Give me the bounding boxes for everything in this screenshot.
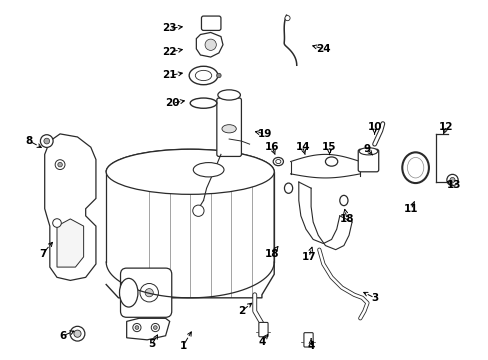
- Text: 4: 4: [307, 341, 314, 351]
- Circle shape: [192, 205, 203, 216]
- Ellipse shape: [106, 149, 274, 194]
- Ellipse shape: [402, 152, 428, 183]
- Text: 14: 14: [295, 142, 309, 152]
- Text: 13: 13: [447, 180, 461, 190]
- Text: 18: 18: [339, 214, 353, 224]
- Text: 21: 21: [162, 71, 177, 81]
- Ellipse shape: [218, 90, 240, 100]
- Ellipse shape: [339, 195, 347, 206]
- Circle shape: [285, 15, 289, 21]
- Text: 22: 22: [162, 47, 177, 57]
- Circle shape: [53, 219, 61, 227]
- Text: 2: 2: [237, 306, 244, 316]
- Circle shape: [41, 135, 53, 147]
- FancyBboxPatch shape: [258, 323, 267, 337]
- FancyBboxPatch shape: [120, 268, 171, 317]
- Polygon shape: [126, 318, 169, 340]
- Ellipse shape: [195, 70, 211, 81]
- Text: 5: 5: [148, 339, 156, 349]
- Circle shape: [153, 326, 157, 329]
- Ellipse shape: [275, 159, 280, 163]
- Text: 12: 12: [438, 122, 453, 132]
- FancyBboxPatch shape: [358, 149, 378, 172]
- Polygon shape: [57, 219, 83, 267]
- Text: 11: 11: [404, 204, 418, 214]
- Ellipse shape: [325, 157, 337, 166]
- Circle shape: [74, 330, 81, 337]
- Circle shape: [145, 289, 153, 297]
- Circle shape: [44, 138, 49, 144]
- Ellipse shape: [273, 157, 283, 166]
- FancyBboxPatch shape: [216, 98, 241, 157]
- FancyBboxPatch shape: [201, 16, 221, 30]
- Circle shape: [446, 174, 457, 186]
- Text: 9: 9: [363, 144, 370, 154]
- Text: 1: 1: [179, 341, 186, 351]
- Circle shape: [70, 326, 85, 341]
- Text: 10: 10: [366, 122, 381, 132]
- Ellipse shape: [222, 125, 236, 133]
- Text: 17: 17: [301, 252, 316, 262]
- Text: 20: 20: [165, 98, 180, 108]
- Text: 3: 3: [370, 293, 378, 303]
- Polygon shape: [196, 32, 223, 57]
- Circle shape: [133, 323, 141, 332]
- Ellipse shape: [189, 66, 218, 85]
- Text: 16: 16: [264, 142, 279, 152]
- Text: 6: 6: [60, 331, 67, 341]
- Ellipse shape: [119, 278, 138, 307]
- Text: 19: 19: [257, 129, 272, 139]
- Text: 18: 18: [264, 249, 279, 259]
- Text: 8: 8: [26, 136, 33, 146]
- Circle shape: [151, 323, 159, 332]
- Circle shape: [135, 326, 139, 329]
- Circle shape: [449, 177, 454, 183]
- Circle shape: [140, 283, 158, 302]
- Circle shape: [204, 39, 216, 50]
- Ellipse shape: [359, 148, 377, 155]
- Text: 15: 15: [322, 142, 336, 152]
- Ellipse shape: [407, 157, 423, 178]
- Text: 24: 24: [315, 44, 330, 54]
- Text: 7: 7: [39, 249, 46, 259]
- Ellipse shape: [284, 183, 292, 193]
- FancyBboxPatch shape: [304, 333, 312, 347]
- Circle shape: [216, 73, 221, 78]
- Ellipse shape: [190, 98, 216, 108]
- Polygon shape: [44, 134, 96, 280]
- Ellipse shape: [193, 163, 224, 177]
- Circle shape: [58, 162, 62, 167]
- Circle shape: [55, 160, 65, 170]
- Text: 23: 23: [162, 23, 177, 33]
- Text: 4: 4: [258, 337, 265, 347]
